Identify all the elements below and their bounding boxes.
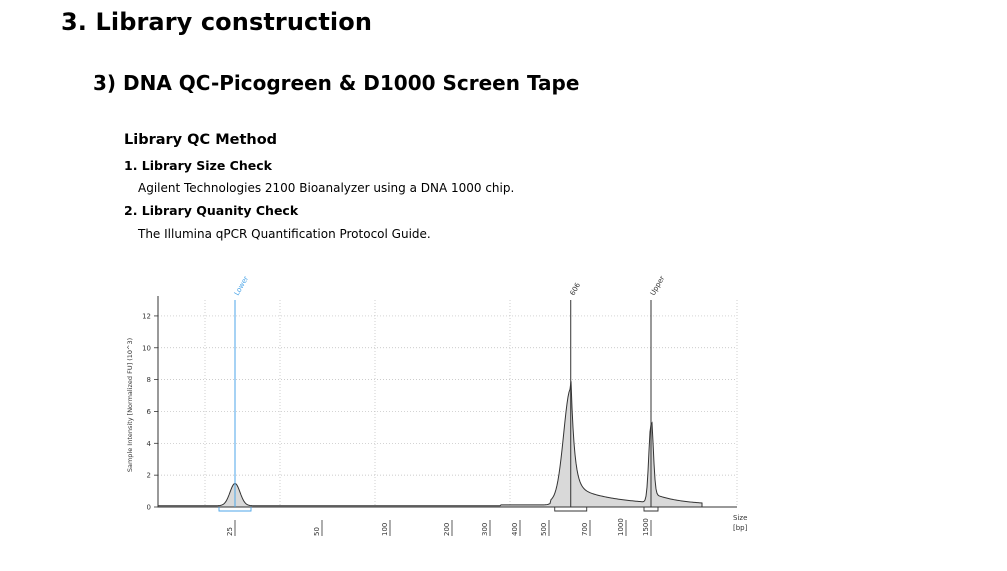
x-tick-label: 700 <box>581 523 589 536</box>
x-tick-label: 400 <box>511 523 519 536</box>
y-tick-label: 10 <box>142 344 151 352</box>
x-tick-label: 1500 <box>642 518 650 536</box>
section-heading: 3. Library construction <box>61 8 373 36</box>
x-tick-label: 200 <box>443 523 451 536</box>
step-title: 2. Library Quanity Check <box>124 203 299 218</box>
y-tick-label: 4 <box>147 440 152 448</box>
peak-label: Upper <box>649 275 667 297</box>
step-title: 1. Library Size Check <box>124 158 272 173</box>
x-tick-label: 500 <box>540 523 548 536</box>
y-tick-label: 0 <box>147 504 151 512</box>
step-text: Agilent Technologies 2100 Bioanalyzer us… <box>138 181 515 195</box>
x-tick-label: 25 <box>226 527 234 536</box>
y-tick-label: 2 <box>147 472 151 480</box>
y-tick-label: 12 <box>142 312 151 320</box>
x-ticks: 25 50 100 200 300 400 500 700 1000 1500 <box>226 518 652 536</box>
peak-bracket <box>643 507 659 512</box>
method-title: Library QC Method <box>124 132 278 148</box>
y-tick-label: 6 <box>147 408 152 416</box>
peak-markers: Lower 606 Upper <box>218 275 667 512</box>
x-axis-unit: [bp] <box>733 524 748 532</box>
peak-bracket <box>218 507 252 512</box>
peak-label: Lower <box>233 275 250 297</box>
x-tick-label: 300 <box>481 523 489 536</box>
chart-axes <box>157 296 737 508</box>
step-text: The Illumina qPCR Quantification Protoco… <box>138 227 431 241</box>
chart-grid <box>158 300 738 507</box>
peak-label: 606 <box>569 281 583 297</box>
peak-bracket <box>554 507 588 512</box>
x-tick-label: 100 <box>381 523 389 536</box>
x-axis-title: Size <box>733 514 747 522</box>
y-axis-label: Sample Intensity [Normalized FU] (10^3) <box>126 338 134 472</box>
x-tick-label: 1000 <box>617 518 625 536</box>
x-tick-label: 50 <box>313 527 321 536</box>
y-tick-label: 8 <box>147 376 151 384</box>
y-ticks: 0 2 4 6 8 10 12 <box>142 312 158 512</box>
subsection-heading: 3) DNA QC-Picogreen & D1000 Screen Tape <box>93 71 580 95</box>
electropherogram-chart: 0 2 4 6 8 10 12 25 50 100 200 300 400 500 700 1000 1500… <box>126 275 748 536</box>
trace-area <box>157 381 703 508</box>
